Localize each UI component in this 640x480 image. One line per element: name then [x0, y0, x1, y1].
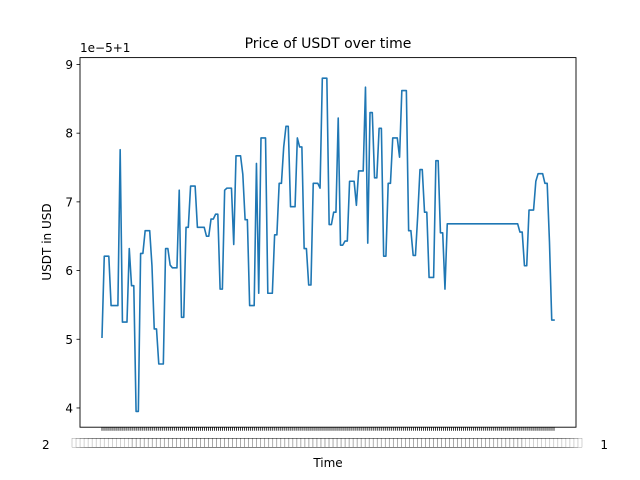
plot-frame	[79, 57, 577, 428]
y-axis-ticks: 4 5 6 7 8 9	[65, 58, 80, 415]
chart-title: Price of USDT over time	[245, 36, 412, 52]
x-tick-label-right: 1	[600, 438, 608, 452]
y-axis-label: USDT in USD	[40, 203, 54, 280]
series-line	[101, 77, 555, 413]
y-axis-offset-label: 1e−5+1	[80, 41, 130, 55]
y-tick-label: 7	[65, 195, 73, 209]
y-tick-label: 6	[65, 264, 73, 278]
x-tick-label-overlap	[521, 438, 583, 448]
x-tick-label-left: 2	[42, 438, 50, 452]
y-tick-label: 9	[65, 58, 73, 72]
y-tick-label: 4	[65, 401, 73, 415]
x-axis-label: Time	[312, 456, 342, 470]
y-tick-label: 8	[65, 127, 73, 141]
x-axis-ticks	[71, 427, 583, 448]
y-tick-label: 5	[65, 333, 73, 347]
